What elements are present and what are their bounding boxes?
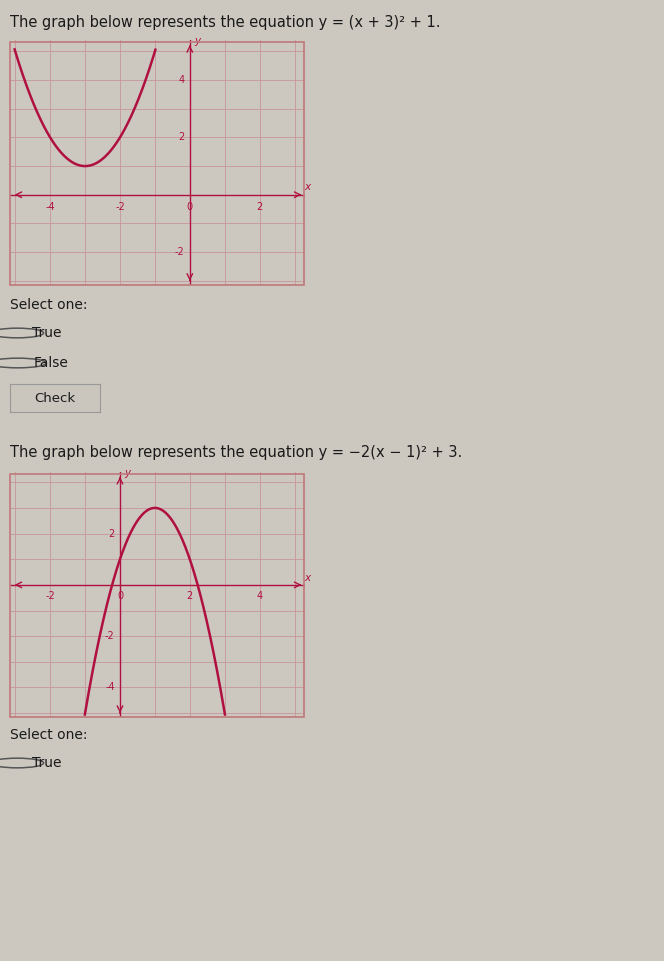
Text: True: True	[32, 326, 61, 340]
Text: x: x	[305, 183, 311, 192]
Text: -4: -4	[45, 202, 55, 212]
Text: 2: 2	[256, 202, 263, 212]
Text: y: y	[194, 36, 200, 45]
Text: Select one:: Select one:	[10, 298, 88, 312]
Text: 2: 2	[108, 529, 115, 538]
Text: 4: 4	[179, 75, 185, 86]
Text: -2: -2	[105, 631, 115, 641]
Text: 0: 0	[117, 591, 123, 602]
Text: The graph below represents the equation y = −2(x − 1)² + 3.: The graph below represents the equation …	[10, 445, 462, 459]
Text: -4: -4	[105, 682, 115, 693]
Text: 4: 4	[256, 591, 263, 602]
Text: 2: 2	[179, 133, 185, 142]
Text: -2: -2	[115, 202, 125, 212]
Text: 0: 0	[187, 202, 193, 212]
Text: -2: -2	[45, 591, 55, 602]
Text: x: x	[305, 573, 311, 582]
Text: The graph below represents the equation y = (x + 3)² + 1.: The graph below represents the equation …	[10, 14, 440, 30]
Text: Select one:: Select one:	[10, 728, 88, 742]
Text: y: y	[124, 467, 130, 478]
Text: True: True	[32, 756, 61, 770]
Text: Check: Check	[35, 391, 76, 405]
Text: 2: 2	[187, 591, 193, 602]
Text: False: False	[33, 356, 68, 370]
Text: -2: -2	[175, 247, 185, 257]
